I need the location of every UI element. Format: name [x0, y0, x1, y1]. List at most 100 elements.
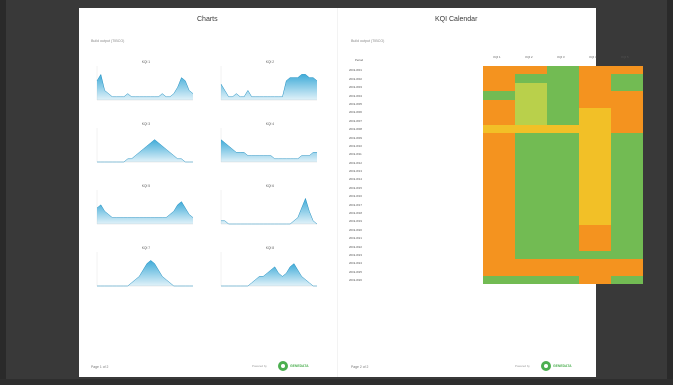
kqi-cell-green[interactable]: [611, 208, 643, 218]
kqi-cell-orange[interactable]: [483, 133, 515, 142]
kqi-cell-green[interactable]: [611, 141, 643, 150]
kqi-cell-green[interactable]: [547, 158, 579, 167]
kqi-cell-orange[interactable]: [515, 66, 547, 75]
kqi-cell-green[interactable]: [515, 217, 547, 226]
kqi-cell-orange[interactable]: [483, 242, 515, 251]
kqi-cell-green[interactable]: [547, 225, 579, 234]
kqi-cell-green[interactable]: [547, 66, 579, 75]
kqi-cell-yellow[interactable]: [579, 175, 611, 184]
kqi-cell-green[interactable]: [515, 141, 547, 150]
kqi-cell-orange[interactable]: [611, 107, 643, 117]
kqi-cell-green[interactable]: [483, 275, 515, 285]
kqi-cell-green[interactable]: [515, 175, 547, 184]
kqi-cell-green[interactable]: [611, 225, 643, 234]
column-header[interactable]: KQI 1: [493, 55, 501, 59]
kqi-cell-orange[interactable]: [579, 74, 611, 83]
kqi-cell-lime[interactable]: [515, 99, 547, 108]
kqi-cell-green[interactable]: [547, 133, 579, 142]
kqi-cell-orange[interactable]: [579, 225, 611, 234]
kqi-cell-orange[interactable]: [483, 141, 515, 150]
table-row[interactable]: 2019-W04: [343, 91, 643, 100]
kqi-cell-orange[interactable]: [483, 107, 515, 117]
table-row[interactable]: 2019-W25: [343, 267, 643, 276]
kqi-cell-yellow[interactable]: [579, 124, 611, 134]
kqi-cell-green[interactable]: [547, 200, 579, 209]
kqi-cell-orange[interactable]: [483, 99, 515, 108]
kqi-cell-green[interactable]: [547, 175, 579, 184]
kqi-cell-orange[interactable]: [579, 99, 611, 108]
kqi-cell-green[interactable]: [547, 242, 579, 251]
kqi-cell-green[interactable]: [547, 217, 579, 226]
kqi-cell-green[interactable]: [547, 74, 579, 83]
kqi-cell-yellow[interactable]: [579, 133, 611, 142]
table-row[interactable]: 2019-W23: [343, 250, 643, 259]
kqi-cell-green[interactable]: [515, 74, 547, 83]
table-row[interactable]: 2019-W08: [343, 124, 643, 134]
kqi-cell-green[interactable]: [547, 183, 579, 192]
kqi-cell-green[interactable]: [611, 158, 643, 167]
kqi-cell-green[interactable]: [547, 116, 579, 125]
kqi-cell-green[interactable]: [515, 133, 547, 142]
kqi-cell-yellow[interactable]: [579, 158, 611, 167]
column-header[interactable]: KQI 3: [557, 55, 565, 59]
table-row[interactable]: 2019-W11: [343, 149, 643, 159]
kqi-cell-orange[interactable]: [483, 200, 515, 209]
kqi-cell-green[interactable]: [547, 82, 579, 92]
kqi-cell-green[interactable]: [611, 175, 643, 184]
table-row[interactable]: 2019-W26: [343, 275, 643, 285]
kqi-cell-orange[interactable]: [611, 267, 643, 276]
table-row[interactable]: 2019-W13: [343, 166, 643, 176]
kqi-cell-green[interactable]: [547, 141, 579, 150]
kqi-cell-green[interactable]: [515, 191, 547, 201]
column-header[interactable]: KQI 4: [589, 55, 597, 59]
kqi-cell-green[interactable]: [515, 158, 547, 167]
kqi-cell-green[interactable]: [611, 191, 643, 201]
kqi-cell-green[interactable]: [547, 99, 579, 108]
column-header[interactable]: KQI 5: [621, 55, 629, 59]
kqi-cell-green[interactable]: [547, 166, 579, 176]
kqi-cell-green[interactable]: [547, 91, 579, 100]
kqi-cell-orange[interactable]: [611, 99, 643, 108]
table-row[interactable]: 2019-W19: [343, 217, 643, 226]
table-row[interactable]: 2019-W15: [343, 183, 643, 192]
kqi-cell-orange[interactable]: [483, 149, 515, 159]
table-row[interactable]: 2019-W05: [343, 99, 643, 108]
kqi-cell-green[interactable]: [611, 250, 643, 259]
table-row[interactable]: 2019-W16: [343, 191, 643, 201]
table-row[interactable]: 2019-W03: [343, 82, 643, 92]
kqi-cell-orange[interactable]: [579, 267, 611, 276]
kqi-cell-orange[interactable]: [611, 91, 643, 100]
kqi-cell-orange[interactable]: [547, 258, 579, 268]
kqi-cell-green[interactable]: [611, 82, 643, 92]
table-row[interactable]: 2019-W21: [343, 233, 643, 243]
kqi-cell-yellow[interactable]: [579, 141, 611, 150]
table-row[interactable]: 2019-W09: [343, 133, 643, 142]
kqi-cell-yellow[interactable]: [579, 208, 611, 218]
kqi-cell-green[interactable]: [611, 233, 643, 243]
kqi-cell-orange[interactable]: [483, 225, 515, 234]
kqi-cell-orange[interactable]: [579, 275, 611, 285]
kqi-cell-green[interactable]: [611, 166, 643, 176]
table-row[interactable]: 2019-W22: [343, 242, 643, 251]
kqi-cell-yellow[interactable]: [547, 124, 579, 134]
kqi-cell-orange[interactable]: [515, 267, 547, 276]
kqi-cell-green[interactable]: [611, 149, 643, 159]
kqi-cell-orange[interactable]: [483, 166, 515, 176]
table-row[interactable]: 2019-W10: [343, 141, 643, 150]
table-row[interactable]: 2019-W14: [343, 175, 643, 184]
kqi-cell-orange[interactable]: [483, 250, 515, 259]
kqi-cell-orange[interactable]: [611, 66, 643, 75]
kqi-cell-orange[interactable]: [483, 82, 515, 92]
kqi-cell-yellow[interactable]: [579, 116, 611, 125]
kqi-cell-yellow[interactable]: [579, 166, 611, 176]
kqi-cell-green[interactable]: [515, 183, 547, 192]
kqi-cell-orange[interactable]: [483, 191, 515, 201]
kqi-cell-green[interactable]: [611, 183, 643, 192]
table-row[interactable]: 2019-W24: [343, 258, 643, 268]
kqi-cell-orange[interactable]: [611, 258, 643, 268]
kqi-cell-orange[interactable]: [483, 66, 515, 75]
kqi-cell-lime[interactable]: [515, 82, 547, 92]
kqi-cell-orange[interactable]: [515, 258, 547, 268]
kqi-cell-green[interactable]: [515, 225, 547, 234]
table-row[interactable]: 2019-W07: [343, 116, 643, 125]
